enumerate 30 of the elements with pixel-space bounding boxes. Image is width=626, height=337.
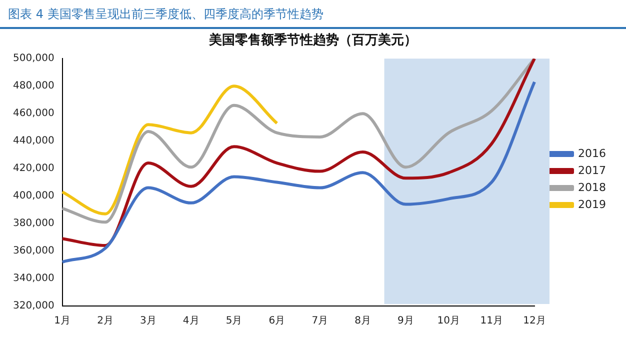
x-tick-label: 12月: [523, 316, 546, 327]
y-tick-label: 340,000: [12, 273, 54, 284]
y-tick-label: 320,000: [12, 300, 54, 312]
x-tick-label: 5月: [226, 316, 242, 327]
y-tick-label: 360,000: [12, 246, 54, 257]
x-tick-label: 10月: [437, 316, 460, 327]
x-tick-label: 4月: [182, 316, 200, 327]
chart-title: 美国零售额季节性趋势（百万美元）: [208, 32, 417, 48]
y-tick-label: 500,000: [12, 53, 54, 64]
x-tick-label: 6月: [268, 316, 286, 327]
x-tick-label: 8月: [354, 316, 371, 327]
y-tick-label: 380,000: [12, 218, 54, 230]
legend-label: 2019: [578, 198, 606, 211]
line-series: [60, 84, 278, 216]
x-tick-label: 1月: [54, 316, 71, 327]
x-tick-label: 3月: [140, 316, 156, 327]
line-series: [60, 80, 536, 264]
x-tick-label: 2月: [97, 316, 114, 327]
y-tick-label: 420,000: [12, 163, 54, 174]
y-tick-label: 400,000: [12, 190, 54, 202]
y-tick-label: 440,000: [12, 136, 54, 147]
legend-label: 2017: [578, 164, 606, 177]
x-tick-label: 7月: [312, 316, 328, 327]
y-tick-label: 480,000: [12, 80, 54, 92]
x-tick-label: 11月: [480, 316, 503, 327]
y-tick-label: 460,000: [12, 108, 54, 120]
legend-label: 2016: [578, 146, 606, 160]
x-tick-label: 9月: [398, 316, 414, 327]
text: 图表 4 美国零售呈现出前三季度低、四季度高的季节性趋势: [0, 0, 626, 29]
legend-label: 2018: [578, 180, 606, 194]
